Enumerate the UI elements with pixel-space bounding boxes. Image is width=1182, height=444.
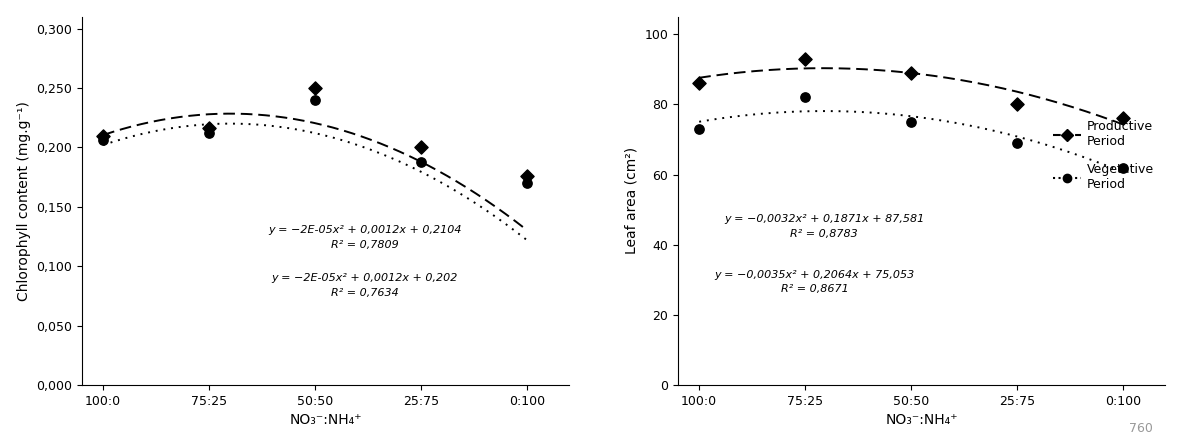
Legend: Productive
Period, Vegetative
Period: Productive Period, Vegetative Period — [1048, 115, 1160, 196]
Point — [795, 94, 814, 101]
Point — [902, 119, 921, 126]
Text: y = −2E‐05x² + 0,0012x + 0,2104
R² = 0,7809: y = −2E‐05x² + 0,0012x + 0,2104 R² = 0,7… — [268, 225, 461, 250]
Point — [411, 158, 430, 165]
Y-axis label: Leaf area (cm²): Leaf area (cm²) — [625, 147, 638, 254]
Point — [1113, 115, 1132, 122]
X-axis label: NO₃⁻:NH₄⁺: NO₃⁻:NH₄⁺ — [885, 413, 957, 427]
Point — [306, 96, 325, 103]
Point — [1007, 101, 1026, 108]
Point — [200, 130, 219, 137]
Text: y = −2E‐05x² + 0,0012x + 0,202
R² = 0,7634: y = −2E‐05x² + 0,0012x + 0,202 R² = 0,76… — [272, 273, 457, 298]
X-axis label: NO₃⁻:NH₄⁺: NO₃⁻:NH₄⁺ — [290, 413, 362, 427]
Text: y = −0,0032x² + 0,1871x + 87,581
R² = 0,8783: y = −0,0032x² + 0,1871x + 87,581 R² = 0,… — [725, 214, 924, 239]
Point — [690, 125, 709, 132]
Point — [200, 125, 219, 132]
Point — [306, 84, 325, 91]
Point — [1113, 164, 1132, 171]
Point — [690, 80, 709, 87]
Point — [93, 137, 112, 144]
Point — [518, 172, 537, 179]
Point — [902, 69, 921, 76]
Point — [411, 144, 430, 151]
Text: 760: 760 — [1129, 422, 1152, 435]
Y-axis label: Chlorophyll content (mg.g⁻¹): Chlorophyll content (mg.g⁻¹) — [17, 101, 31, 301]
Point — [1007, 139, 1026, 147]
Point — [795, 55, 814, 62]
Text: y = −0,0035x² + 0,2064x + 75,053
R² = 0,8671: y = −0,0035x² + 0,2064x + 75,053 R² = 0,… — [714, 270, 915, 294]
Point — [518, 179, 537, 186]
Point — [93, 132, 112, 139]
